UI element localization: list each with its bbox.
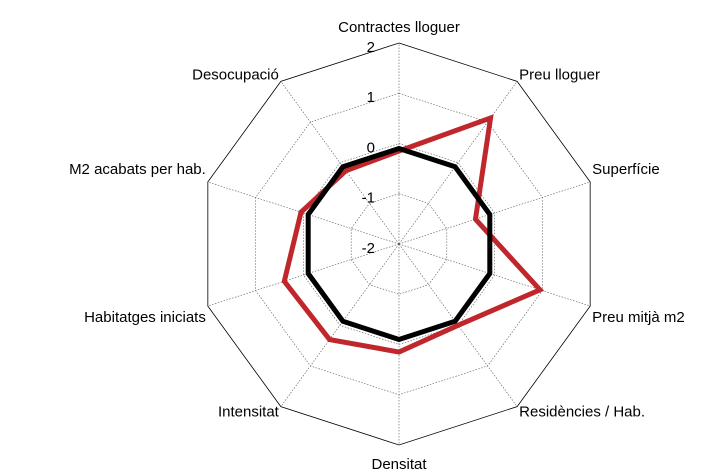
tick-label: -2 (362, 240, 375, 257)
category-label: Residències / Hab. (519, 404, 645, 421)
category-label: M2 acabats per hab. (69, 161, 206, 178)
category-label: Intensitat (218, 404, 280, 421)
category-label: Densitat (371, 456, 427, 473)
series-line (305, 145, 493, 343)
category-label: Preu mitjà m2 (592, 309, 685, 326)
tick-label: -1 (362, 190, 375, 207)
spoke (398, 243, 591, 307)
spoke (280, 81, 400, 245)
category-label: Contractes lloguer (338, 19, 460, 36)
spoke (207, 243, 400, 307)
grid-ring (350, 193, 448, 295)
category-label: Preu lloguer (519, 66, 600, 83)
category-label: Desocupació (192, 66, 279, 83)
category-label: Superfície (592, 161, 660, 178)
grid-ring (207, 42, 591, 446)
tick-label: 2 (367, 39, 375, 56)
spoke (398, 81, 518, 245)
tick-label: 0 (367, 139, 375, 156)
tick-label: 1 (367, 89, 375, 106)
category-label: Habitatges iniciats (84, 309, 206, 326)
spoke (280, 243, 400, 407)
series-line (281, 114, 545, 355)
spoke (398, 181, 591, 245)
